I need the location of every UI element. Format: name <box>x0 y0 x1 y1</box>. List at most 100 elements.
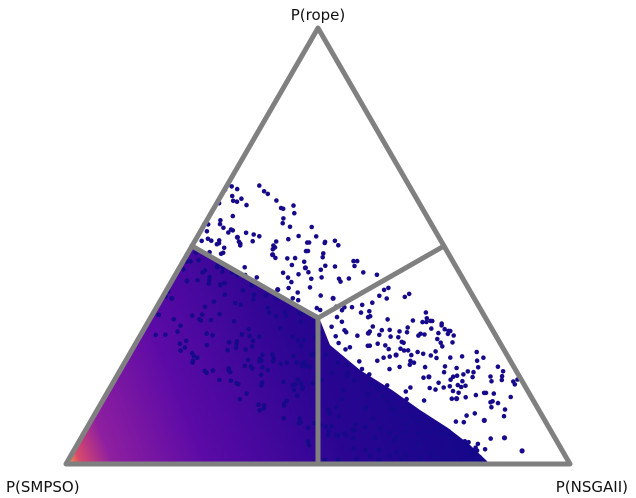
speckle <box>295 297 301 303</box>
speckle <box>401 340 406 346</box>
speckle <box>274 198 279 203</box>
speckle <box>257 183 262 188</box>
speckle <box>265 367 271 373</box>
speckle <box>197 317 202 322</box>
speckle <box>332 238 338 244</box>
speckle <box>472 411 478 416</box>
speckle <box>216 238 222 243</box>
speckle <box>326 428 332 434</box>
speckle <box>327 411 333 417</box>
speckle <box>349 304 355 310</box>
speckle <box>196 257 201 263</box>
speckle <box>392 406 398 412</box>
speckle <box>207 274 212 280</box>
speckle <box>181 267 186 272</box>
speckle <box>281 216 286 221</box>
speckle <box>377 458 382 463</box>
speckle <box>189 313 195 319</box>
speckle <box>329 424 334 429</box>
speckle <box>433 349 438 354</box>
speckle <box>450 388 456 394</box>
speckle <box>445 331 451 337</box>
speckle <box>351 435 356 441</box>
speckle <box>501 413 507 419</box>
speckle <box>352 378 357 383</box>
speckle <box>234 199 240 204</box>
speckle <box>481 390 487 396</box>
speckle <box>204 229 210 234</box>
speckle <box>309 276 314 282</box>
speckle <box>386 399 391 404</box>
speckle <box>259 358 264 363</box>
speckle <box>470 374 475 380</box>
speckle <box>234 186 240 192</box>
speckle <box>363 406 368 412</box>
speckle <box>420 319 425 325</box>
speckle <box>336 243 341 248</box>
speckle <box>345 373 350 379</box>
speckle <box>423 310 429 315</box>
speckle <box>261 189 267 194</box>
speckle <box>450 340 455 345</box>
speckle <box>305 439 311 444</box>
speckle <box>245 357 251 363</box>
speckle <box>336 276 342 282</box>
speckle <box>199 312 205 317</box>
speckle <box>370 300 375 306</box>
speckle <box>323 263 328 269</box>
speckle <box>365 314 371 320</box>
speckle <box>475 365 481 370</box>
speckle <box>434 355 439 361</box>
speckle <box>320 254 326 260</box>
speckle <box>287 224 293 230</box>
speckle <box>352 263 357 269</box>
speckle <box>225 347 230 353</box>
speckle <box>449 396 455 402</box>
speckle <box>221 245 227 251</box>
speckle <box>397 329 402 334</box>
speckle <box>244 202 249 208</box>
speckle <box>202 304 208 310</box>
speckle <box>460 378 465 384</box>
speckle <box>242 265 247 270</box>
speckle <box>319 275 324 280</box>
speckle <box>381 287 387 293</box>
vertex-label-top: P(rope) <box>291 6 346 24</box>
speckle <box>278 205 284 211</box>
speckle <box>424 316 430 321</box>
speckle <box>386 285 391 291</box>
speckle <box>394 449 399 455</box>
speckle <box>462 439 468 444</box>
speckle <box>321 251 326 256</box>
speckle <box>244 391 249 396</box>
speckle <box>305 425 311 431</box>
speckle <box>261 403 267 408</box>
speckle <box>429 326 434 331</box>
speckle <box>230 228 236 233</box>
speckle <box>237 397 243 402</box>
speckle <box>243 347 248 352</box>
speckle <box>280 270 286 276</box>
speckle <box>298 319 304 325</box>
speckle <box>456 390 461 396</box>
speckle <box>289 279 294 285</box>
speckle <box>222 292 228 298</box>
speckle <box>231 319 237 324</box>
speckle <box>433 387 438 392</box>
speckle <box>280 220 286 226</box>
speckle <box>260 364 265 370</box>
speckle <box>209 238 214 243</box>
speckle <box>376 447 382 453</box>
speckle <box>375 341 381 347</box>
speckle <box>461 372 466 377</box>
speckle <box>307 364 313 370</box>
speckle <box>239 196 244 201</box>
speckle <box>227 369 233 375</box>
speckle <box>368 453 373 459</box>
speckle <box>386 346 392 352</box>
speckle <box>270 352 275 357</box>
speckle <box>403 452 409 457</box>
speckle <box>466 439 471 445</box>
speckle <box>424 428 430 434</box>
speckle <box>397 364 402 370</box>
